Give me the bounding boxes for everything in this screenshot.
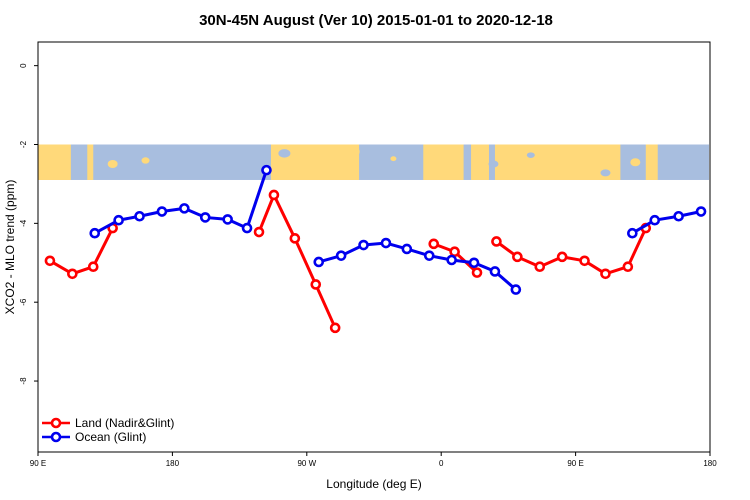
map-land-blob <box>141 157 150 164</box>
series-1-point <box>468 257 480 269</box>
y-axis: 0 -2 -4 -6 -8 <box>19 63 38 385</box>
series-1-point <box>261 164 272 176</box>
series-1-point <box>401 243 413 255</box>
world-map-band <box>38 144 709 180</box>
map-water-blob <box>526 152 535 158</box>
map-water-blob <box>488 160 499 168</box>
series-1-point <box>222 214 233 225</box>
series-0-point <box>579 255 590 267</box>
series-1-line <box>631 210 702 235</box>
map-water-blob <box>278 149 291 158</box>
x-axis: 90 E 180 90 W 0 90 E 180 <box>30 452 717 468</box>
series-1-line <box>318 241 517 291</box>
series-0-point <box>87 261 99 273</box>
series-layer <box>44 164 707 334</box>
series-1-point <box>358 239 369 251</box>
x-tick-label: 180 <box>166 459 180 468</box>
x-axis-label: Longitude (deg E) <box>326 477 421 491</box>
x-tick-label: 90 W <box>297 459 316 468</box>
map-land-blob <box>390 156 397 162</box>
y-tick-label: -2 <box>19 140 28 148</box>
series-0-point <box>428 238 440 250</box>
y-tick-label: -4 <box>19 219 28 227</box>
series-1-point <box>313 256 325 268</box>
y-tick-label: 0 <box>19 63 28 68</box>
map-land-blob <box>343 145 360 158</box>
series-0-point <box>491 236 502 247</box>
series-0-point <box>67 268 78 280</box>
series-1-point <box>446 254 457 266</box>
series-0-point <box>449 246 460 258</box>
series-1-point <box>649 214 661 226</box>
x-tick-label: 90 E <box>567 459 583 468</box>
map-land <box>87 144 94 180</box>
series-0-point <box>534 261 546 273</box>
legend-ocean-label: Ocean (Glint) <box>75 430 146 444</box>
chart-title: 30N-45N August (Ver 10) 2015-01-01 to 20… <box>199 12 553 29</box>
x-tick-label: 180 <box>703 459 717 468</box>
legend-land-marker <box>50 417 62 429</box>
series-0-point <box>268 189 280 201</box>
series-1-point <box>179 203 190 214</box>
legend-land-label: Land (Nadir&Glint) <box>75 416 174 430</box>
series-1-point <box>695 206 707 217</box>
series-0-point <box>556 251 568 263</box>
y-tick-label: -6 <box>19 298 28 306</box>
map-land-blob <box>630 158 641 167</box>
series-0-point <box>253 226 265 238</box>
series-1-point <box>673 210 684 222</box>
series-0-point <box>471 267 483 278</box>
y-tick-label: -8 <box>19 377 28 385</box>
legend-item-ocean: Ocean (Glint) <box>42 430 146 444</box>
series-1-point <box>510 284 522 295</box>
map-land <box>423 144 464 180</box>
series-1-point <box>241 222 253 234</box>
series-0-point <box>289 233 301 244</box>
map-land <box>645 144 658 180</box>
series-1-point <box>335 250 347 261</box>
series-1-point <box>156 206 168 217</box>
series-0-point <box>329 322 341 334</box>
series-1-point <box>489 266 501 277</box>
legend: Land (Nadir&Glint) Ocean (Glint) <box>42 416 174 444</box>
series-0-point <box>512 251 523 263</box>
series-1-point <box>627 227 638 239</box>
series-0-point <box>44 255 56 267</box>
x-tick-label: 0 <box>439 459 444 468</box>
map-land-blob <box>107 160 118 169</box>
x-tick-label: 90 E <box>30 459 46 468</box>
map-land <box>494 144 621 180</box>
series-1-point <box>423 250 435 261</box>
map-water-blob <box>600 169 611 177</box>
series-0-point <box>310 279 322 290</box>
series-0-point <box>622 261 634 273</box>
series-1-point <box>380 237 392 249</box>
series-0-point <box>600 268 611 280</box>
y-axis-label: XCO2 - MLO trend (ppm) <box>3 180 17 315</box>
series-1-point <box>134 210 145 222</box>
series-0-line <box>49 227 115 276</box>
series-1-point <box>113 214 124 226</box>
series-1-point <box>89 227 101 239</box>
legend-item-land: Land (Nadir&Glint) <box>42 416 174 430</box>
series-1-point <box>199 212 211 223</box>
map-land <box>471 144 489 180</box>
map-land <box>38 144 71 180</box>
legend-ocean-marker <box>50 431 62 443</box>
map-land-blob <box>572 164 585 175</box>
plot-frame <box>37 41 711 453</box>
